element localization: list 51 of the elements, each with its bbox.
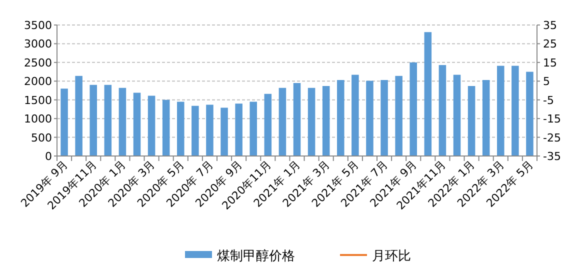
bar bbox=[90, 84, 97, 156]
bar bbox=[192, 106, 199, 156]
bar bbox=[162, 100, 170, 156]
y-tick-label: 2500 bbox=[24, 56, 52, 70]
bar bbox=[220, 108, 228, 156]
y-tick-label: 3500 bbox=[24, 19, 52, 32]
legend-label: 煤制甲醇价格 bbox=[217, 249, 295, 264]
bar bbox=[250, 102, 257, 156]
bar bbox=[308, 88, 316, 156]
bar bbox=[497, 66, 504, 156]
y-tick-label: 3000 bbox=[24, 38, 52, 51]
bar bbox=[293, 83, 301, 156]
bar bbox=[133, 92, 141, 156]
bar bbox=[177, 102, 184, 156]
bar bbox=[366, 80, 374, 156]
bar bbox=[337, 80, 344, 156]
bar bbox=[526, 72, 534, 156]
bar bbox=[424, 32, 432, 156]
bar bbox=[438, 65, 446, 156]
bar bbox=[264, 94, 272, 156]
bar bbox=[60, 88, 68, 156]
bar bbox=[512, 66, 519, 156]
y2-tick-label: 15 bbox=[543, 56, 557, 70]
bar bbox=[453, 74, 461, 156]
bar bbox=[352, 74, 359, 156]
y2-tick-label: 25 bbox=[543, 38, 557, 51]
bar bbox=[322, 86, 330, 156]
legend-label: 月环比 bbox=[372, 249, 411, 264]
y-tick-label: 2000 bbox=[24, 75, 52, 88]
bar bbox=[410, 62, 417, 156]
y2-tick-label: -25 bbox=[543, 131, 561, 144]
bar bbox=[395, 76, 402, 156]
y-tick-label: 1500 bbox=[24, 94, 52, 107]
bar bbox=[468, 86, 476, 156]
bar bbox=[104, 84, 112, 156]
bar bbox=[75, 76, 82, 156]
bar bbox=[148, 96, 156, 156]
bar bbox=[235, 104, 242, 156]
bar bbox=[206, 104, 214, 156]
y2-tick-label: 35 bbox=[543, 19, 557, 32]
y-tick-label: 1000 bbox=[24, 112, 52, 126]
y2-tick-label: -35 bbox=[543, 150, 561, 163]
bar bbox=[380, 80, 388, 156]
bar bbox=[118, 88, 126, 156]
y2-tick-label: -5 bbox=[543, 94, 554, 107]
y-tick-label: 500 bbox=[31, 131, 52, 144]
y2-tick-label: -15 bbox=[543, 112, 561, 126]
y2-tick-label: 5 bbox=[543, 75, 550, 88]
bar bbox=[482, 80, 490, 156]
y-tick-label: 0 bbox=[45, 150, 52, 163]
bar bbox=[278, 88, 286, 156]
